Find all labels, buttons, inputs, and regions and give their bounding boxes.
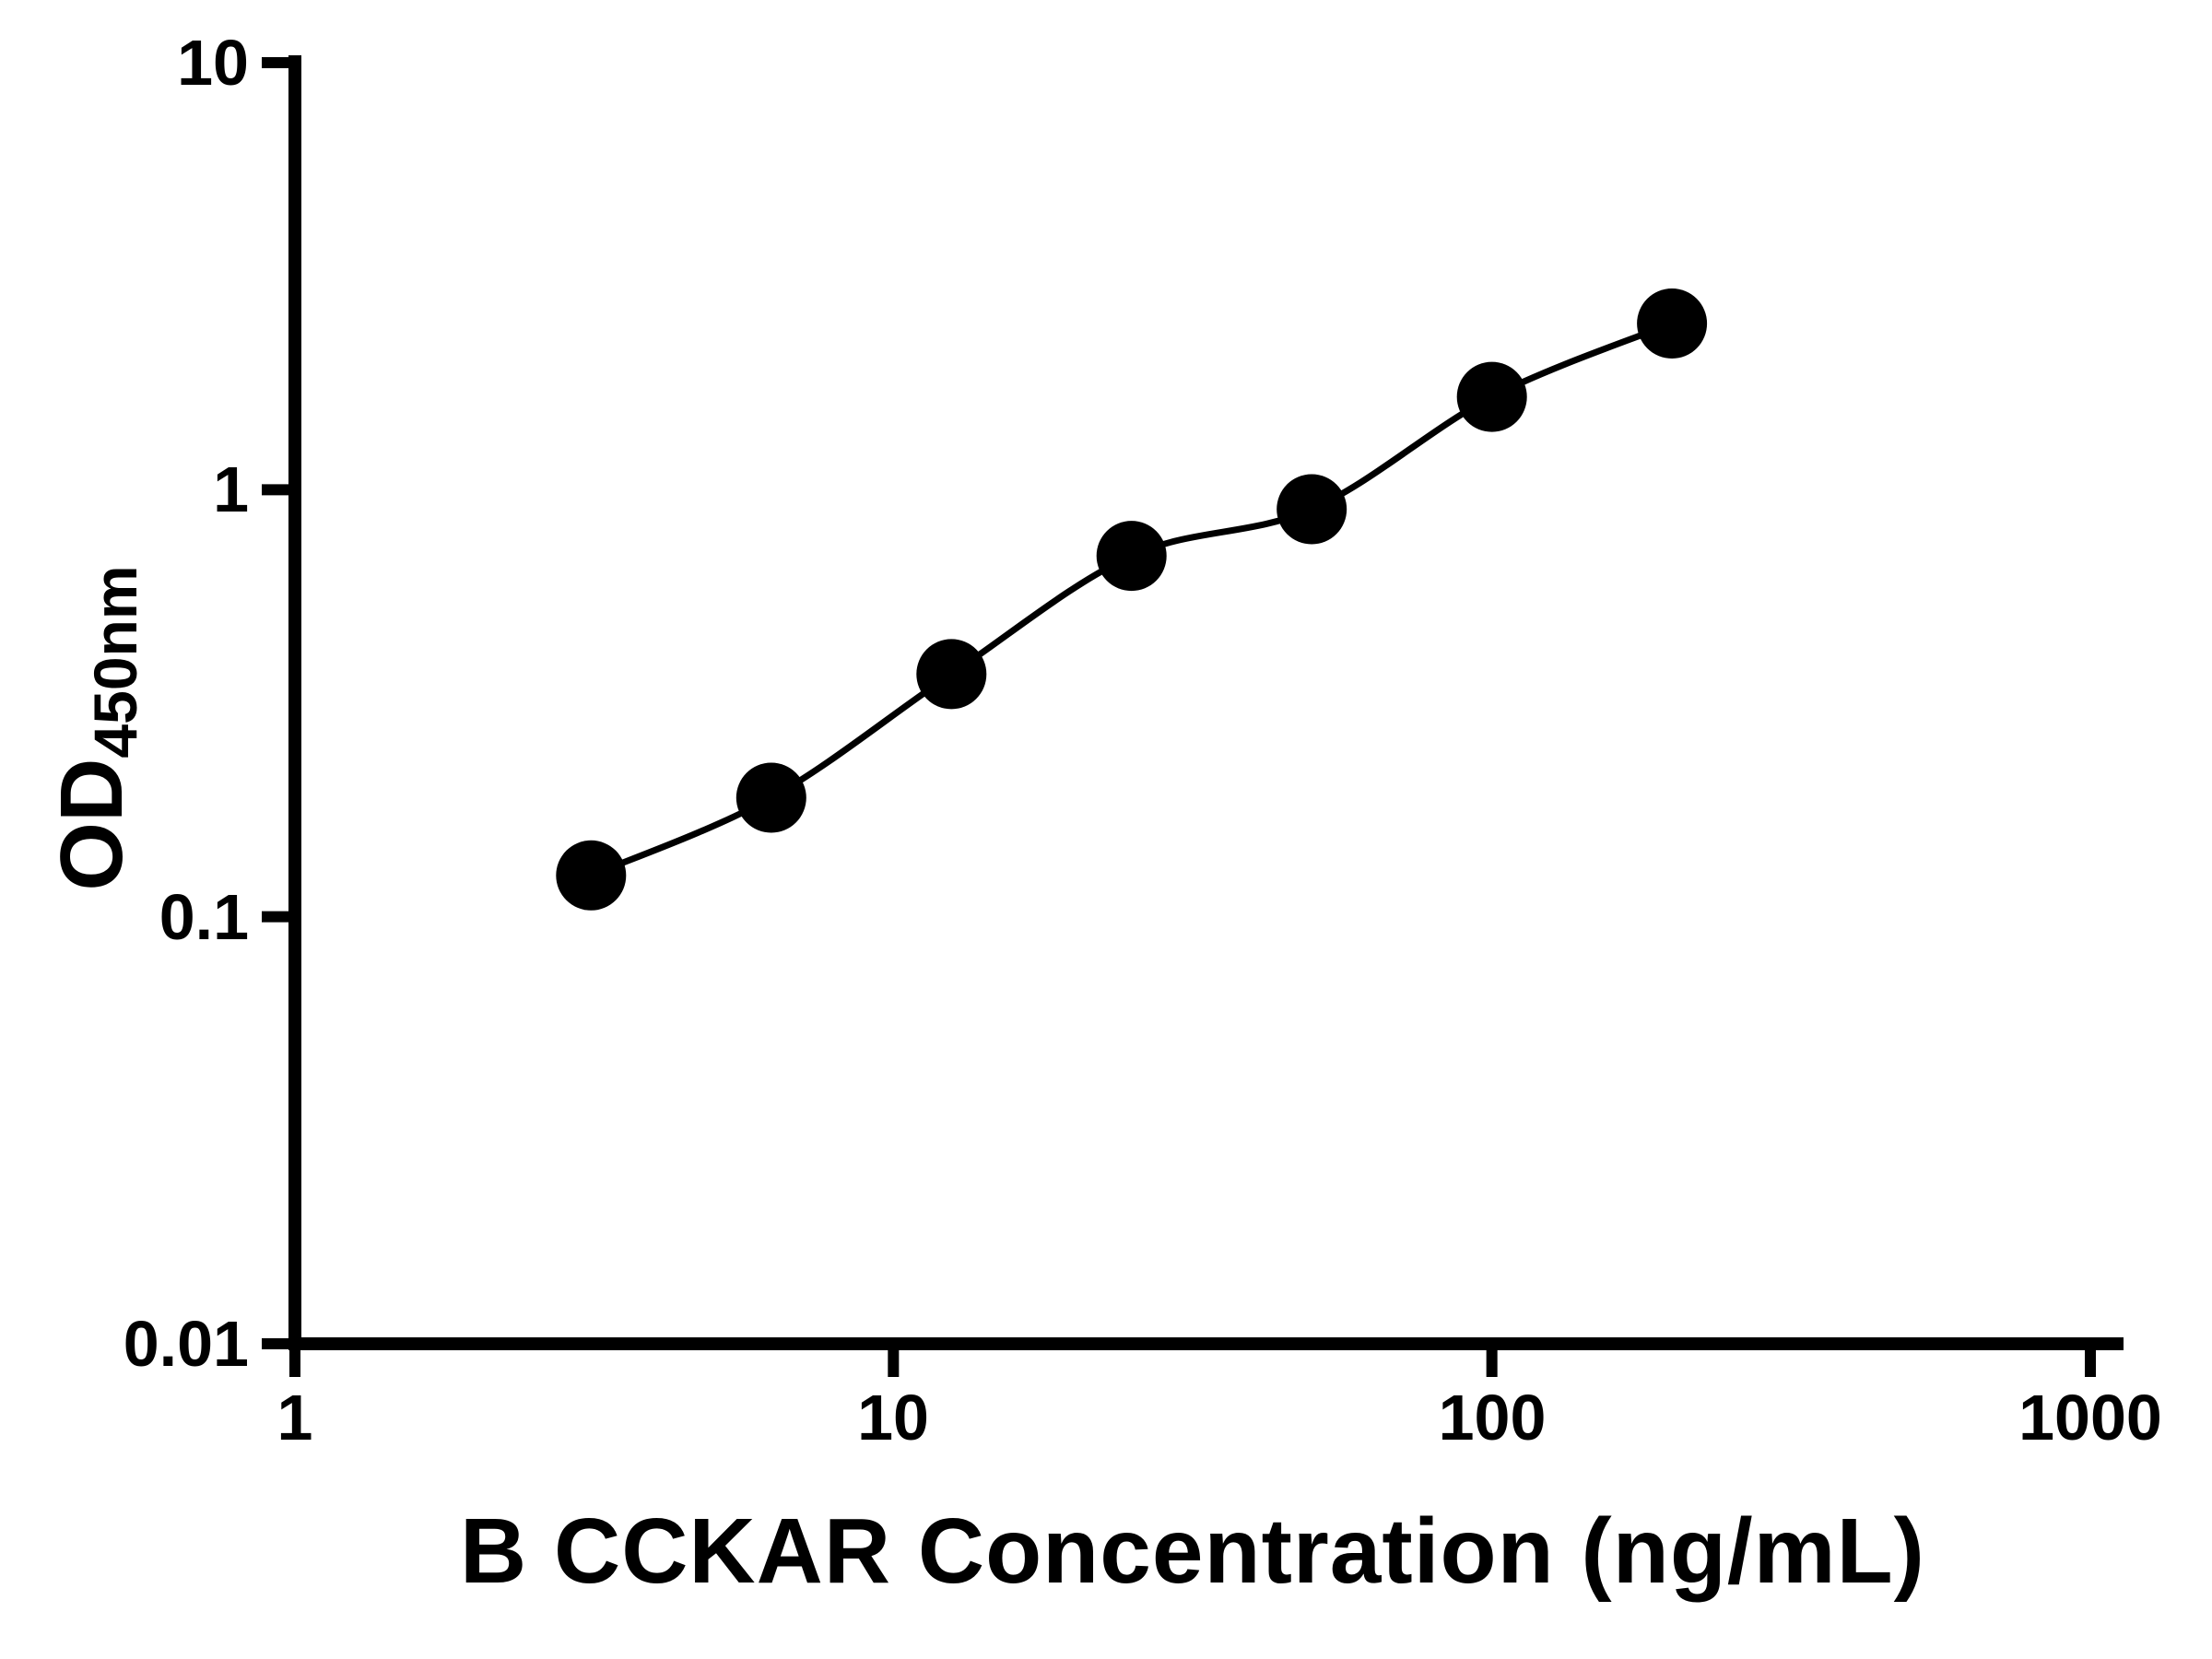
- x-axis-title: B CCKAR Concentration (ng/mL): [460, 1500, 1925, 1603]
- y-tick-label-0-01: 0.01: [123, 1308, 249, 1380]
- data-point-marker: [556, 840, 627, 911]
- axes-spine: [288, 55, 2124, 1350]
- y-axis-title-subscript: 450nm: [81, 565, 149, 759]
- x-tick-label-1000: 1000: [2018, 1382, 2162, 1453]
- x-tick-label-1: 1: [276, 1382, 313, 1453]
- data-point-marker: [1456, 361, 1527, 432]
- data-point-marker: [916, 639, 987, 710]
- data-point-marker: [1637, 288, 1708, 359]
- data-point-marker: [735, 762, 806, 833]
- data-point-marker: [1277, 474, 1347, 545]
- x-tick-label-10: 10: [857, 1382, 929, 1453]
- y-axis-title-main: OD: [42, 758, 141, 891]
- y-axis-title: OD450nm: [37, 470, 149, 986]
- y-tick-label-10: 10: [177, 27, 249, 99]
- y-tick-label-1: 1: [213, 453, 249, 525]
- y-tick-label-0-1: 0.1: [159, 881, 249, 953]
- x-tick-label-100: 100: [1438, 1382, 1547, 1453]
- data-point-marker: [1096, 521, 1167, 592]
